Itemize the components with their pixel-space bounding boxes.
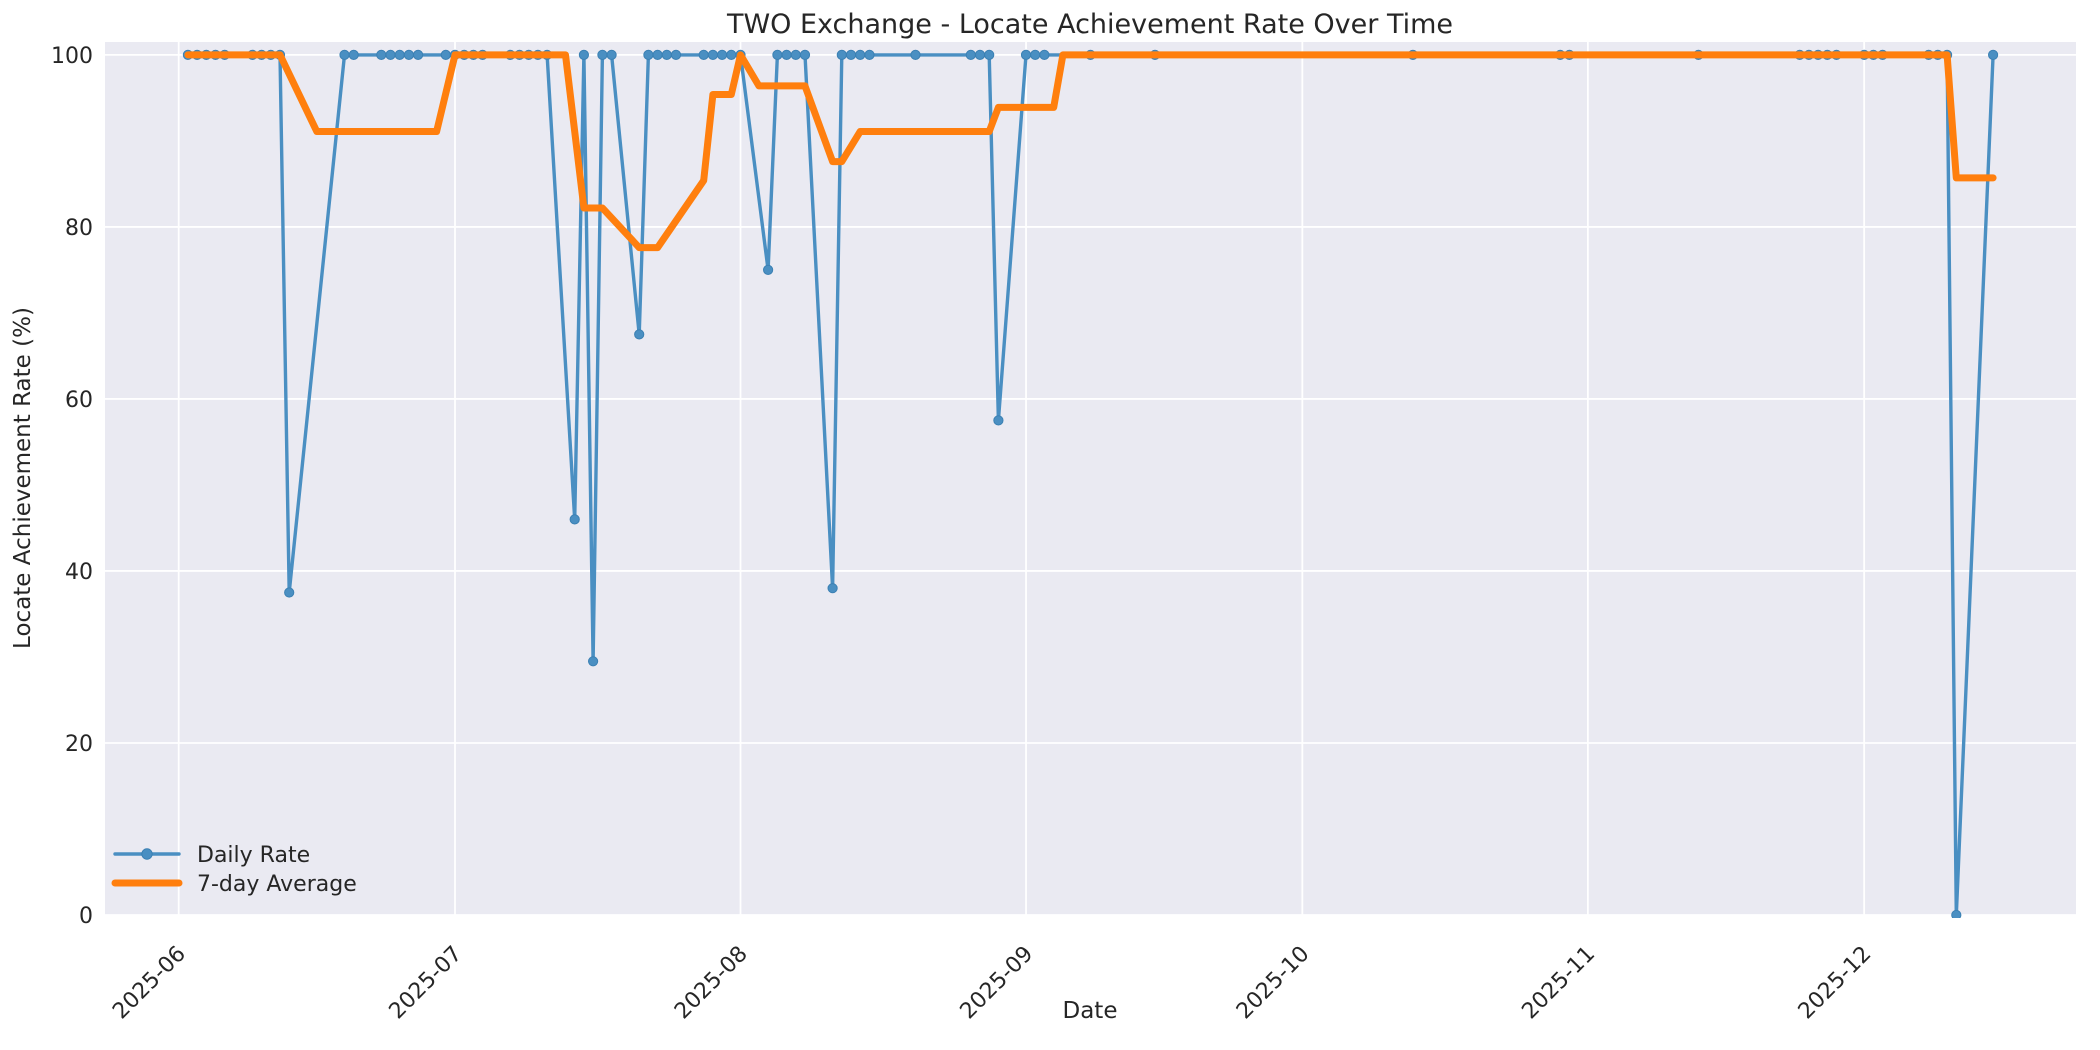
y-tick-label: 80 bbox=[65, 216, 93, 241]
legend-label: 7-day Average bbox=[197, 872, 357, 897]
data-point-marker bbox=[339, 49, 350, 61]
data-point-marker bbox=[440, 49, 451, 61]
data-point-marker bbox=[348, 49, 359, 61]
data-point-marker bbox=[984, 49, 995, 61]
x-tick-label: 2025-11 bbox=[1517, 942, 1600, 1025]
x-tick-label: 2025-07 bbox=[385, 942, 468, 1025]
x-tick-label: 2025-06 bbox=[108, 942, 191, 1025]
data-point-marker bbox=[855, 49, 866, 61]
data-point-marker bbox=[974, 49, 986, 61]
legend-label: Daily Rate bbox=[197, 843, 310, 868]
data-point-marker bbox=[1030, 49, 1041, 61]
data-point-marker bbox=[661, 49, 672, 61]
data-point-marker bbox=[707, 49, 719, 61]
data-point-marker bbox=[799, 49, 811, 61]
data-point-marker bbox=[836, 49, 847, 61]
series-7-day-average bbox=[184, 51, 1997, 252]
data-point-marker bbox=[910, 49, 921, 61]
x-tick-label: 2025-12 bbox=[1794, 942, 1877, 1025]
legend-marker-sample bbox=[141, 848, 153, 860]
data-point-marker bbox=[634, 329, 645, 340]
y-tick-label: 20 bbox=[65, 732, 93, 757]
y-tick-label: 40 bbox=[65, 560, 93, 585]
data-point-marker bbox=[578, 49, 590, 61]
series-line bbox=[184, 51, 1997, 252]
data-point-marker bbox=[284, 587, 295, 598]
x-tick-label: 2025-08 bbox=[670, 942, 753, 1025]
data-point-marker bbox=[1020, 49, 1032, 61]
data-point-marker bbox=[643, 49, 654, 61]
data-point-marker bbox=[993, 415, 1004, 426]
data-point-marker bbox=[1039, 49, 1050, 61]
data-point-marker bbox=[652, 49, 663, 61]
data-point-marker bbox=[864, 49, 875, 61]
data-point-marker bbox=[403, 49, 414, 61]
data-point-marker bbox=[772, 49, 783, 61]
data-point-marker bbox=[763, 264, 774, 275]
data-point-marker bbox=[588, 656, 599, 667]
x-tick-label: 2025-10 bbox=[1232, 942, 1315, 1025]
data-point-marker bbox=[597, 49, 608, 61]
data-point-marker bbox=[698, 49, 709, 61]
legend-item-daily-rate: Daily Rate bbox=[113, 843, 310, 868]
data-point-marker bbox=[385, 49, 396, 61]
plot-background bbox=[105, 42, 2076, 915]
data-point-marker bbox=[717, 49, 728, 61]
x-axis-label: Date bbox=[1063, 998, 1118, 1024]
y-tick-label: 60 bbox=[65, 388, 93, 413]
data-point-marker bbox=[606, 49, 617, 61]
data-point-marker bbox=[376, 49, 387, 61]
x-tick-label: 2025-09 bbox=[956, 942, 1039, 1025]
data-point-marker bbox=[670, 49, 682, 61]
data-point-marker bbox=[394, 49, 405, 61]
data-point-marker bbox=[965, 49, 976, 61]
data-point-marker bbox=[726, 49, 737, 61]
data-point-marker bbox=[790, 49, 801, 61]
data-point-marker bbox=[827, 583, 838, 594]
data-point-marker bbox=[845, 49, 857, 61]
data-point-marker bbox=[781, 49, 792, 61]
data-point-marker bbox=[413, 49, 424, 61]
chart-title: TWO Exchange - Locate Achievement Rate O… bbox=[726, 9, 1453, 40]
data-point-marker bbox=[569, 514, 580, 525]
y-tick-label: 100 bbox=[51, 44, 93, 69]
data-point-marker bbox=[1951, 909, 1962, 918]
legend-item-7-day-average: 7-day Average bbox=[111, 872, 357, 897]
y-axis-label: Locate Achievement Rate (%) bbox=[10, 307, 36, 649]
y-tick-label: 0 bbox=[79, 904, 93, 929]
legend: Daily Rate 7-day Average bbox=[111, 843, 357, 897]
data-point-marker bbox=[1988, 49, 1999, 61]
plot-area bbox=[105, 42, 2076, 918]
